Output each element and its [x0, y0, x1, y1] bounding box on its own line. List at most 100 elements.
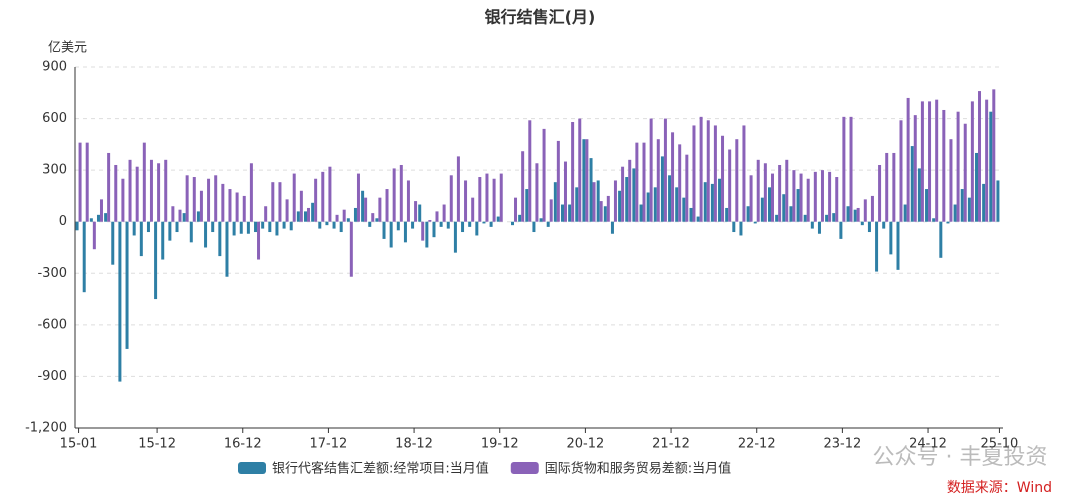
bar — [713, 125, 717, 222]
bar — [192, 177, 196, 222]
bar — [685, 154, 689, 222]
bar — [632, 168, 636, 222]
bar — [282, 221, 286, 229]
bar — [275, 221, 279, 236]
bar — [411, 221, 415, 229]
bar — [578, 118, 582, 222]
bar — [296, 211, 300, 222]
bar — [118, 221, 122, 382]
x-tick-label: 21-12 — [652, 437, 690, 452]
bar — [953, 204, 957, 222]
bar — [278, 182, 282, 222]
bar — [806, 178, 810, 222]
bar — [996, 180, 1000, 222]
bar — [299, 190, 303, 222]
x-tick-label: 22-12 — [738, 437, 776, 452]
bar — [392, 168, 396, 222]
bar — [285, 199, 289, 222]
bar — [785, 159, 789, 222]
bar — [185, 175, 189, 222]
bar — [739, 221, 743, 236]
bar — [406, 180, 410, 222]
bar — [832, 213, 836, 222]
bar — [107, 152, 111, 222]
bar — [728, 149, 732, 222]
bar — [249, 163, 253, 222]
bar — [104, 213, 108, 222]
bar — [639, 204, 643, 222]
bar — [378, 197, 382, 222]
bar — [207, 178, 211, 222]
bar — [85, 142, 89, 222]
bar — [328, 166, 332, 222]
bar — [560, 204, 564, 222]
bar — [692, 125, 696, 222]
bar — [663, 118, 667, 222]
x-tick-label: 17-12 — [310, 437, 348, 452]
bar — [478, 177, 482, 222]
bar — [361, 190, 365, 222]
bar — [461, 221, 465, 233]
bar — [796, 189, 800, 222]
bar — [568, 204, 572, 222]
y-tick-label: -1,200 — [25, 421, 67, 436]
bar — [732, 221, 736, 233]
bar — [154, 221, 158, 300]
bar — [489, 221, 493, 227]
bar — [264, 206, 268, 222]
bar — [582, 139, 586, 222]
bar — [653, 187, 657, 222]
bar — [942, 109, 946, 222]
bar — [696, 216, 700, 222]
bar — [960, 189, 964, 222]
bar — [939, 221, 943, 258]
bar — [985, 99, 989, 222]
bar — [242, 195, 246, 222]
bar — [539, 218, 543, 222]
bar — [756, 159, 760, 222]
bar — [514, 197, 518, 222]
bar — [178, 209, 182, 222]
bar — [982, 183, 986, 222]
bar — [753, 221, 757, 224]
legend-label: 国际货物和服务贸易差额:当月值 — [545, 461, 731, 477]
bar — [706, 120, 710, 222]
bar — [171, 206, 175, 222]
bar — [920, 101, 924, 222]
bar — [385, 189, 389, 222]
bar — [485, 173, 489, 222]
bar — [749, 175, 753, 222]
bar — [863, 199, 867, 222]
bar — [271, 182, 275, 222]
bar — [142, 142, 146, 222]
legend-swatch — [510, 462, 539, 474]
bar — [746, 206, 750, 222]
bar — [682, 197, 686, 222]
bar — [414, 201, 418, 222]
bar — [292, 173, 296, 222]
bar — [642, 142, 646, 222]
bar — [439, 221, 443, 227]
bar — [353, 207, 357, 222]
x-tick-label: 25-10 — [981, 437, 1019, 452]
y-axis-label: 亿美元 — [48, 41, 87, 56]
bar — [221, 183, 225, 222]
bar — [464, 180, 468, 222]
y-tick-label: 900 — [42, 60, 67, 75]
bar — [75, 221, 79, 231]
bar — [778, 164, 782, 222]
bar — [342, 209, 346, 222]
bar — [99, 199, 103, 222]
bar — [496, 216, 500, 222]
bar — [428, 219, 432, 222]
x-tick-label: 15-12 — [138, 437, 176, 452]
bar — [925, 189, 929, 222]
bar — [575, 187, 579, 222]
x-tick-label: 20-12 — [567, 437, 605, 452]
bar — [289, 221, 293, 231]
x-tick-label: 16-12 — [224, 437, 262, 452]
bar — [671, 132, 675, 222]
bar — [842, 116, 846, 222]
bar — [946, 221, 950, 224]
bar — [425, 221, 429, 248]
